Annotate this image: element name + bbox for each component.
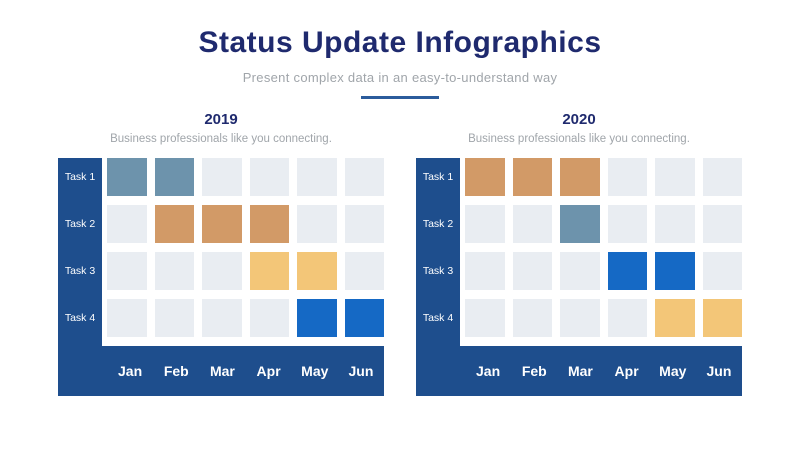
task-label: Task 4 [422, 311, 454, 324]
gantt-cell-empty [344, 204, 384, 243]
gantt-cell-empty [154, 298, 194, 337]
task-label: Task 3 [422, 264, 454, 277]
gantt-cell-empty [560, 298, 600, 337]
gantt-cell-empty [344, 157, 384, 196]
chart-year-label: 2020 [562, 110, 596, 128]
gantt-cells [107, 157, 384, 337]
page-subtitle: Present complex data in an easy-to-under… [242, 69, 558, 85]
gantt-cell-empty [465, 298, 505, 337]
charts-row: 2019 Business professionals like you con… [0, 111, 800, 396]
month-label: Apr [256, 362, 281, 379]
month-label: Feb [163, 362, 189, 379]
gantt-cell-empty [107, 251, 147, 290]
gantt-cell-filled [249, 251, 289, 290]
gantt-cell-filled [297, 251, 337, 290]
gantt-cell-empty [154, 251, 194, 290]
gantt-cell-filled [512, 157, 552, 196]
gantt-cell-filled [202, 204, 242, 243]
gantt-cell-filled [297, 298, 337, 337]
task-label: Task 3 [64, 264, 96, 277]
gantt-cell-filled [560, 204, 600, 243]
gantt-chart-2019: 2019 Business professionals like you con… [58, 111, 384, 396]
gantt-cell-empty [702, 251, 742, 290]
gantt-cell-empty [607, 204, 647, 243]
task-axis-column: Task 1 Task 2 Task 3 Task 4 [58, 157, 102, 346]
month-label: Mar [567, 362, 593, 379]
gantt-body: Task 1 Task 2 Task 3 Task 4 [58, 157, 384, 346]
gantt-cell-empty [107, 298, 147, 337]
gantt-cell-empty [655, 204, 695, 243]
chart-year-label: 2019 [204, 110, 238, 128]
gantt-cell-empty [249, 157, 289, 196]
gantt-chart-2020: 2020 Business professionals like you con… [416, 111, 742, 396]
gantt-cell-empty [655, 157, 695, 196]
chart-caption: Business professionals like you connecti… [468, 132, 690, 145]
month-label: Jun [706, 362, 732, 379]
gantt-cell-filled [154, 157, 194, 196]
gantt-cell-empty [202, 298, 242, 337]
gantt-cell-empty [607, 298, 647, 337]
task-label: Task 2 [422, 217, 454, 230]
gantt-cell-empty [512, 298, 552, 337]
gantt-cell-empty [702, 157, 742, 196]
gantt-cell-filled [154, 204, 194, 243]
month-label: May [301, 362, 329, 379]
gantt-grid: Task 1 Task 2 Task 3 Task 4 Jan Feb Mar Apr May… [58, 157, 384, 396]
task-label: Task 2 [64, 217, 96, 230]
gantt-cell-empty [297, 204, 337, 243]
gantt-cell-empty [297, 157, 337, 196]
gantt-cell-empty [344, 251, 384, 290]
task-label: Task 1 [422, 170, 454, 183]
gantt-cell-filled [465, 157, 505, 196]
month-label: Jan [118, 362, 143, 379]
gantt-cell-filled [249, 204, 289, 243]
gantt-cells [465, 157, 742, 337]
page-title: Status Update Infographics [198, 26, 602, 59]
gantt-cell-filled [560, 157, 600, 196]
gantt-cell-empty [512, 204, 552, 243]
chart-caption: Business professionals like you connecti… [110, 132, 332, 145]
gantt-cell-empty [202, 251, 242, 290]
task-label: Task 1 [64, 170, 96, 183]
gantt-cell-empty [702, 204, 742, 243]
month-label: Jun [348, 362, 374, 379]
month-label: Mar [209, 362, 235, 379]
gantt-cell-empty [202, 157, 242, 196]
gantt-cell-empty [465, 251, 505, 290]
gantt-cell-empty [107, 204, 147, 243]
month-label: Feb [521, 362, 547, 379]
gantt-cell-filled [607, 251, 647, 290]
gantt-cell-empty [512, 251, 552, 290]
task-axis-column: Task 1 Task 2 Task 3 Task 4 [416, 157, 460, 346]
gantt-cell-filled [107, 157, 147, 196]
month-axis-bar: Jan Feb Mar Apr May Jun [416, 345, 742, 396]
gantt-body: Task 1 Task 2 Task 3 Task 4 [416, 157, 742, 346]
gantt-cell-empty [560, 251, 600, 290]
gantt-grid: Task 1 Task 2 Task 3 Task 4 Jan Feb Mar Apr May… [416, 157, 742, 396]
gantt-cell-empty [465, 204, 505, 243]
title-divider [361, 95, 439, 99]
month-label: Apr [614, 362, 639, 379]
month-label: Jan [476, 362, 501, 379]
gantt-cell-filled [655, 298, 695, 337]
gantt-cell-filled [655, 251, 695, 290]
gantt-cell-filled [344, 298, 384, 337]
month-label: May [659, 362, 687, 379]
task-label: Task 4 [64, 311, 96, 324]
gantt-cell-empty [607, 157, 647, 196]
gantt-cell-empty [249, 298, 289, 337]
month-axis-bar: Jan Feb Mar Apr May Jun [58, 345, 384, 396]
gantt-cell-filled [702, 298, 742, 337]
